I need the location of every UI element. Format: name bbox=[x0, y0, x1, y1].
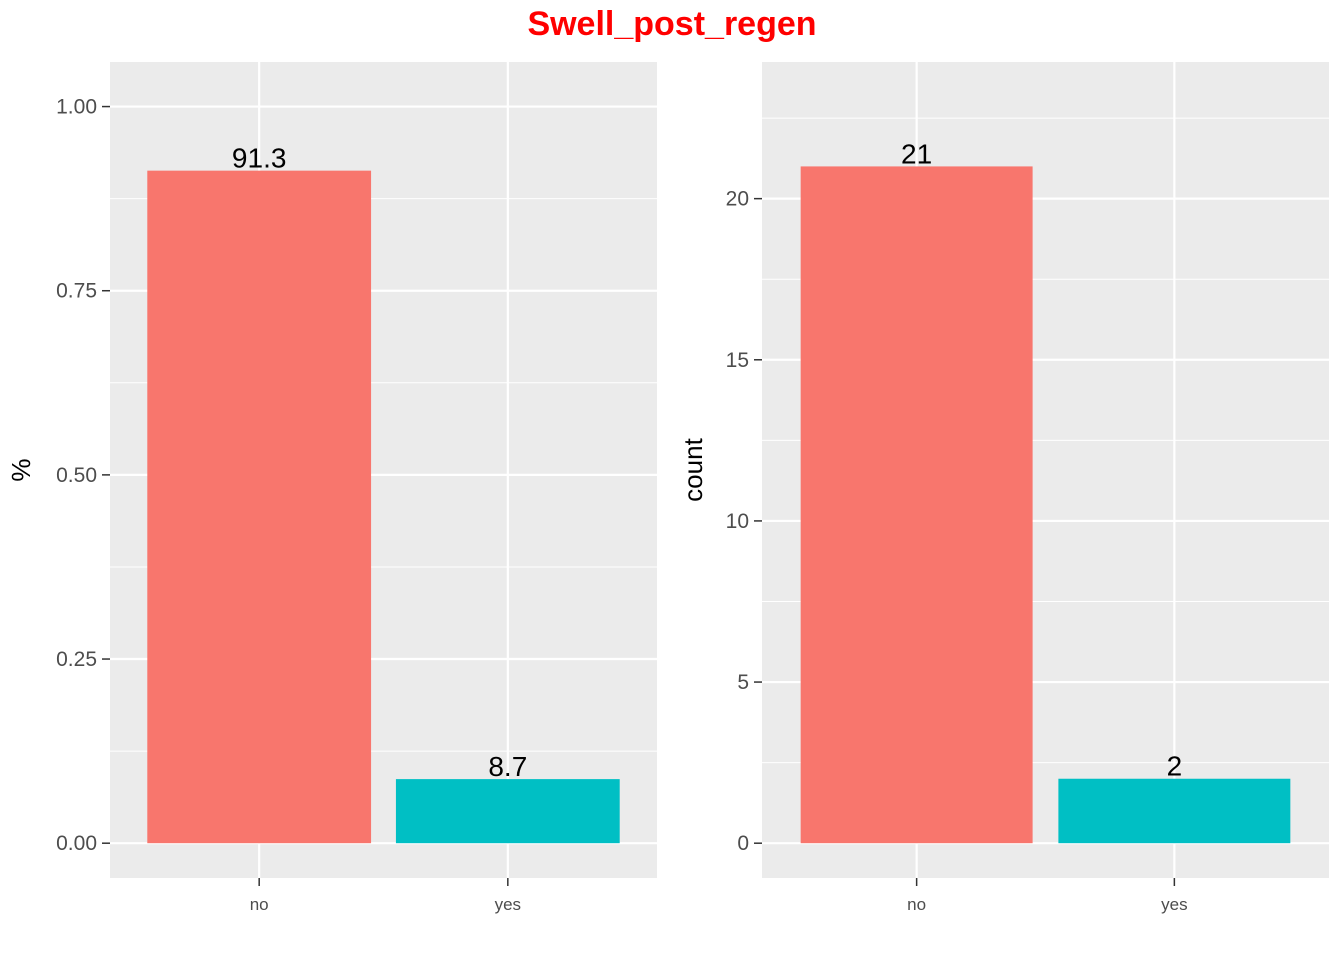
panel-2-y-tick-label: 10 bbox=[726, 510, 749, 533]
panel-2-bar-no bbox=[800, 166, 1033, 844]
panel-2-y-tick-label: 15 bbox=[726, 349, 749, 372]
panel-1-data-label-no: 91.3 bbox=[232, 143, 287, 174]
panel-2-y-tick-label: 0 bbox=[737, 832, 749, 855]
panel-2-y-tick-label: 20 bbox=[726, 188, 749, 211]
panel-1-y-axis-title: % bbox=[6, 458, 36, 481]
panel-2-bar-yes bbox=[1058, 778, 1291, 844]
panel-1-y-tick-label: 0.00 bbox=[56, 832, 97, 855]
panel-1-y-tick-label: 0.50 bbox=[56, 464, 97, 487]
panel-1-x-tick-label-yes: yes bbox=[495, 895, 521, 914]
panel-2-data-label-yes: 2 bbox=[1167, 751, 1183, 782]
panel-1-y-tick-label: 0.25 bbox=[56, 648, 97, 671]
panel-1-y-tick-label: 1.00 bbox=[56, 96, 97, 119]
panel-1-data-label-yes: 8.7 bbox=[488, 751, 527, 782]
panel-2-data-label-no: 21 bbox=[901, 138, 932, 169]
panel-2-y-axis-title: count bbox=[678, 437, 708, 501]
panel-2-y-tick-label: 5 bbox=[737, 671, 749, 694]
chart-title: Swell_post_regen bbox=[527, 5, 817, 43]
panel-1-bar-yes bbox=[395, 779, 620, 844]
panel-1-bar-no bbox=[147, 170, 372, 844]
panel-2-x-tick-label-yes: yes bbox=[1161, 895, 1187, 914]
panel-2-x-tick-label-no: no bbox=[907, 895, 926, 914]
panel-1-y-tick-label: 0.75 bbox=[56, 280, 97, 303]
panel-1-x-tick-label-no: no bbox=[250, 895, 269, 914]
